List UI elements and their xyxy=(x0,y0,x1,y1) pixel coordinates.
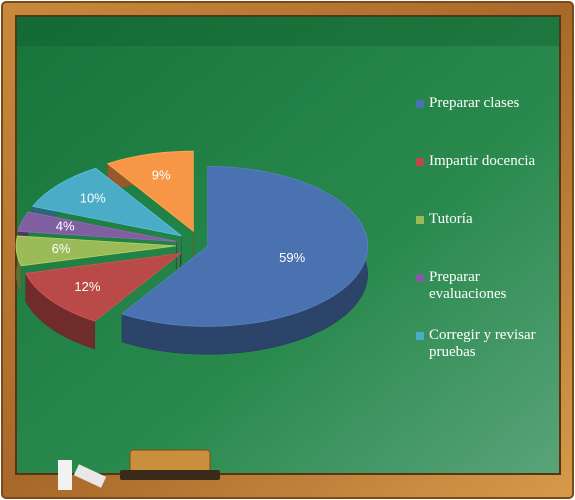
legend-entry: Tutoría xyxy=(416,211,556,228)
chalk xyxy=(58,460,72,490)
slice xyxy=(24,252,182,322)
legend-entry: Preparar clases xyxy=(416,95,556,112)
legend-entry: Preparar evaluaciones xyxy=(416,269,556,303)
legend-entry: Impartir docencia xyxy=(416,153,556,170)
data-label: 9% xyxy=(152,167,171,182)
legend-swatch xyxy=(416,332,424,340)
eraser-felt xyxy=(120,470,220,480)
slice xyxy=(32,167,182,237)
slice xyxy=(17,211,177,242)
legend-entry: Corregir y revisar pruebas xyxy=(416,327,556,361)
data-label: 59% xyxy=(279,250,305,265)
board-shade xyxy=(16,16,560,46)
legend-swatch xyxy=(416,158,424,166)
legend-swatch xyxy=(416,100,424,108)
legend-swatch xyxy=(416,216,424,224)
slice xyxy=(121,165,369,327)
data-label: 4% xyxy=(56,219,75,234)
legend-label: Impartir docencia xyxy=(429,153,536,169)
legend-label: Preparar clases xyxy=(429,95,520,111)
data-label: 6% xyxy=(52,241,71,256)
eraser xyxy=(129,449,211,473)
legend-label: Corregir y revisar pruebas xyxy=(429,327,536,360)
chalk xyxy=(73,464,107,488)
pie-tops: 59% 12% 6% 4% 10% 9% xyxy=(15,150,369,327)
data-label: 12% xyxy=(74,279,100,294)
legend-label: Preparar evaluaciones xyxy=(429,269,507,302)
pie: 59% 12% 6% 4% 10% 9% xyxy=(15,150,369,355)
data-label: 10% xyxy=(80,191,106,206)
slice xyxy=(15,235,177,267)
legend-swatch xyxy=(416,274,424,282)
slice xyxy=(106,150,194,232)
legend-label: Tutoría xyxy=(429,211,473,227)
